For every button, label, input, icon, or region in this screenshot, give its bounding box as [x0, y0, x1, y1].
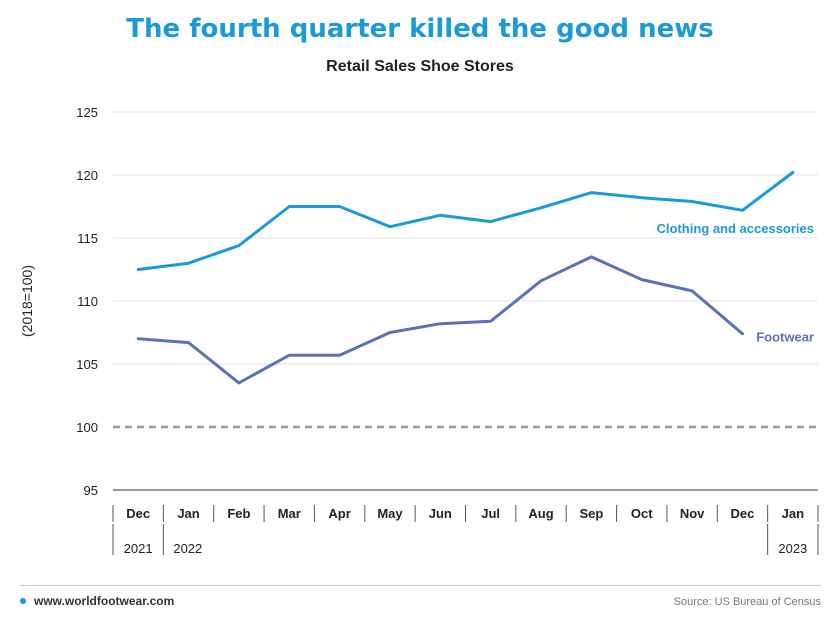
series-line-footwear	[136, 255, 744, 385]
series-label-clothing: Clothing and accessories	[657, 221, 815, 236]
chart-title: The fourth quarter killed the good news	[126, 14, 714, 44]
x-tick-label: Aug	[528, 506, 553, 521]
x-tick-label: Jan	[177, 506, 199, 521]
bullet-dot-icon	[20, 598, 26, 604]
chart-subtitle: Retail Sales Shoe Stores	[326, 58, 514, 75]
series-label-footwear: Footwear	[756, 329, 814, 344]
x-tick-label: Oct	[631, 506, 653, 521]
x-tick-label: Feb	[227, 506, 250, 521]
y-tick-label: 105	[76, 357, 98, 372]
x-tick-label: Jul	[481, 506, 500, 521]
footer-divider	[20, 585, 821, 586]
x-tick-label: Dec	[731, 506, 755, 521]
x-tick-label: Jan	[782, 506, 804, 521]
year-label: 2023	[778, 541, 807, 556]
x-tick-label: Mar	[278, 506, 301, 521]
y-tick-label: 95	[84, 483, 98, 498]
website-link[interactable]: www.worldfootwear.com	[34, 594, 175, 608]
x-tick-label: Nov	[680, 506, 705, 521]
x-tick-label: Apr	[328, 506, 350, 521]
series-labels: Clothing and accessories Footwear	[657, 221, 815, 344]
year-label: 2022	[173, 541, 202, 556]
y-axis: 95 100 105 110 115 120 125 (2018=100)	[19, 105, 98, 498]
y-tick-label: 120	[76, 168, 98, 183]
x-tick-label: May	[377, 506, 403, 521]
x-tick-label: Sep	[579, 506, 603, 521]
grid-lines	[113, 111, 818, 429]
series-lines	[136, 171, 795, 385]
x-axis: Dec Jan Feb Mar Apr May Jun Jul Aug Sep Oct Nov Dec J…	[112, 489, 819, 556]
y-tick-label: 100	[76, 420, 98, 435]
year-label: 2021	[124, 541, 153, 556]
y-tick-label: 110	[77, 294, 98, 309]
series-line-clothing	[136, 171, 795, 271]
y-tick-label: 115	[77, 231, 98, 246]
y-axis-label: (2018=100)	[19, 265, 35, 337]
footer-website[interactable]: www.worldfootwear.com	[20, 594, 174, 608]
y-tick-label: 125	[76, 105, 98, 120]
source-note: Source: US Bureau of Census	[673, 596, 821, 608]
line-chart: 95 100 105 110 115 120 125 (2018=100) Dec Jan Feb…	[19, 105, 819, 556]
x-tick-label: Dec	[126, 506, 150, 521]
x-tick-label: Jun	[429, 506, 452, 521]
